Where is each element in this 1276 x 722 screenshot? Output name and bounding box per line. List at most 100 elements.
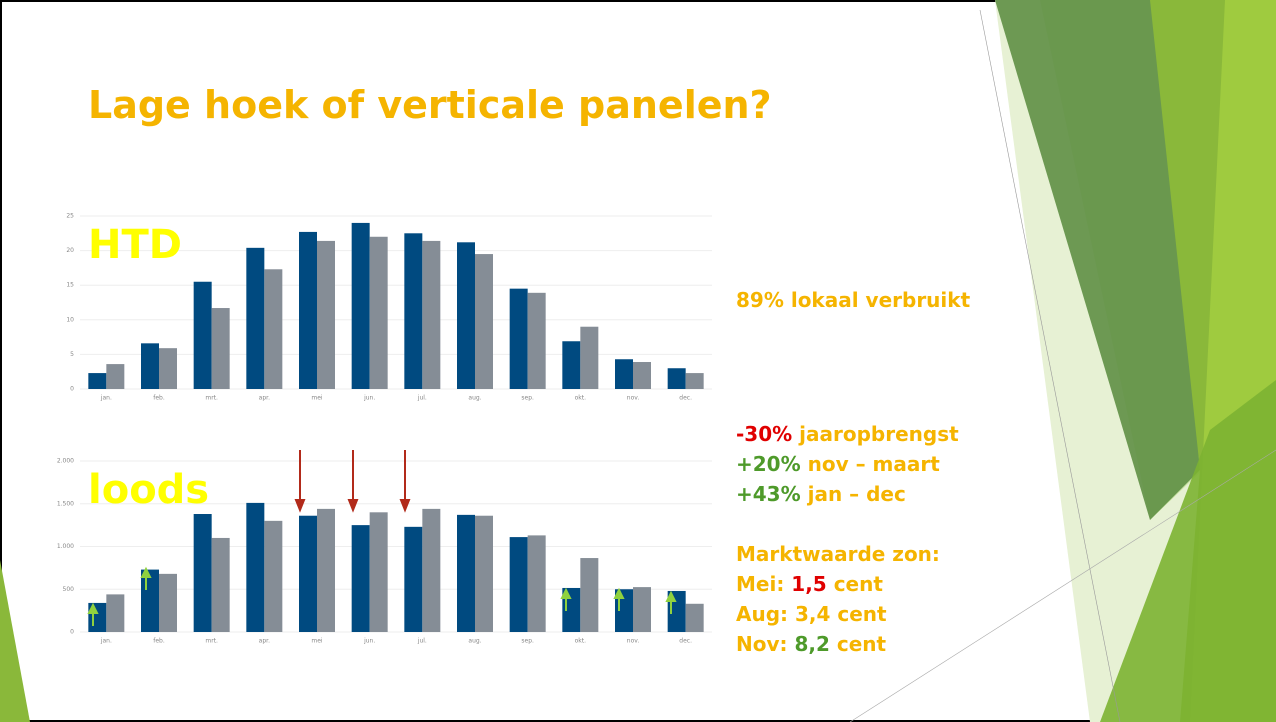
- bar: [509, 288, 528, 389]
- bar: [527, 292, 546, 389]
- slide-title: Lage hoek of verticale panelen?: [88, 83, 772, 127]
- bar: [246, 502, 265, 632]
- bar: [404, 526, 423, 632]
- y-tick-label: 500: [63, 586, 75, 593]
- y-tick-label: 0: [70, 386, 74, 393]
- bar: [246, 247, 265, 389]
- chart-label: loods: [88, 467, 209, 513]
- bar: [457, 514, 475, 632]
- y-tick-label: 1.500: [57, 500, 74, 507]
- x-tick-label: feb.: [153, 638, 165, 645]
- y-tick-label: 5: [70, 351, 74, 358]
- x-tick-label: mrt.: [205, 638, 218, 645]
- x-tick-label: okt.: [575, 395, 586, 402]
- bar: [475, 515, 493, 632]
- bar: [141, 343, 159, 389]
- note-line: Nov: 8,2 cent: [736, 632, 887, 656]
- x-tick-label: jan.: [100, 395, 112, 402]
- note-segment: cent: [830, 632, 887, 656]
- bar: [211, 537, 230, 632]
- bar: [685, 373, 704, 389]
- bar: [685, 603, 704, 632]
- arrows: [87, 450, 677, 626]
- x-tick-label: sep.: [521, 638, 534, 645]
- bar: [422, 240, 441, 389]
- x-tick-label: dec.: [679, 638, 692, 645]
- charts: 0 5 10 15 20 25 jan. feb. mrt. apr. mei jun. jul. aug…: [57, 213, 712, 645]
- note-line: 89% lokaal verbruikt: [736, 288, 971, 312]
- note-segment: Aug: 3,4 cent: [736, 602, 887, 626]
- bar: [633, 362, 651, 389]
- note-segment: 8,2: [794, 632, 829, 656]
- x-tick-label: jul.: [417, 638, 427, 645]
- x-tick-label: apr.: [259, 395, 270, 402]
- bar: [633, 587, 651, 632]
- note-line: Aug: 3,4 cent: [736, 602, 887, 626]
- bar: [211, 308, 230, 389]
- bar: [351, 222, 370, 389]
- bar: [562, 341, 581, 389]
- bar: [615, 359, 633, 389]
- bar: [404, 233, 423, 389]
- note-segment: jaaropbrengst: [792, 422, 959, 446]
- y-tick-label: 25: [66, 213, 74, 220]
- x-tick-label: feb.: [153, 395, 165, 402]
- x-tick-label: apr.: [259, 638, 270, 645]
- note-line: Marktwaarde zon:: [736, 542, 940, 566]
- bar: [159, 348, 177, 389]
- x-tick-label: nov.: [627, 395, 640, 402]
- note-segment: 89% lokaal verbruikt: [736, 288, 971, 312]
- note-segment: cent: [827, 572, 884, 596]
- y-tick-label: 0: [70, 629, 74, 636]
- bar: [264, 520, 283, 632]
- bar: [193, 514, 212, 632]
- bar: [106, 364, 125, 389]
- note-segment: nov – maart: [801, 452, 941, 476]
- x-tick-label: sep.: [521, 395, 534, 402]
- x-tick-label: aug.: [468, 395, 481, 402]
- x-tick-label: jul.: [417, 395, 427, 402]
- bar: [141, 569, 159, 632]
- x-tick-label: mei: [311, 638, 323, 645]
- bar: [264, 269, 283, 389]
- bar: [317, 508, 335, 632]
- bar: [88, 373, 107, 389]
- x-tick-label: nov.: [627, 638, 640, 645]
- bar: [475, 254, 493, 389]
- note-segment: +20%: [736, 452, 801, 476]
- x-tick-label: okt.: [575, 638, 586, 645]
- bar-chart: 0 500 1.000 1.500 2.000 jan. feb. mrt. apr. mei ju…: [57, 458, 712, 645]
- y-tick-label: 20: [66, 247, 74, 254]
- note-line: +20% nov – maart: [736, 452, 940, 476]
- bar: [509, 537, 528, 632]
- note-line: Mei: 1,5 cent: [736, 572, 883, 596]
- bar: [369, 512, 388, 632]
- notes: 89% lokaal verbruikt -30% jaaropbrengst +2…: [736, 288, 971, 656]
- bar: [369, 236, 388, 389]
- note-segment: +43%: [736, 482, 801, 506]
- bar: [667, 368, 686, 389]
- note-segment: Marktwaarde zon:: [736, 542, 940, 566]
- bar-chart: 0 5 10 15 20 25 jan. feb. mrt. apr. mei jun. jul. aug…: [66, 213, 712, 402]
- note-segment: Nov:: [736, 632, 794, 656]
- note-segment: -30%: [736, 422, 792, 446]
- bar: [457, 242, 475, 389]
- x-tick-label: jun.: [363, 395, 375, 402]
- x-tick-label: mei: [311, 395, 323, 402]
- bar: [422, 508, 441, 632]
- bar: [106, 594, 125, 632]
- chart-label: HTD: [88, 222, 182, 268]
- bar: [317, 240, 335, 389]
- bar: [580, 558, 599, 632]
- y-tick-label: 1.000: [57, 543, 74, 550]
- note-line: +43% jan – dec: [736, 482, 906, 506]
- y-tick-label: 10: [66, 316, 74, 323]
- x-tick-label: aug.: [468, 638, 481, 645]
- bar: [159, 573, 177, 632]
- bar: [580, 326, 599, 389]
- bar: [299, 231, 317, 389]
- note-segment: 1,5: [791, 572, 826, 596]
- x-tick-label: dec.: [679, 395, 692, 402]
